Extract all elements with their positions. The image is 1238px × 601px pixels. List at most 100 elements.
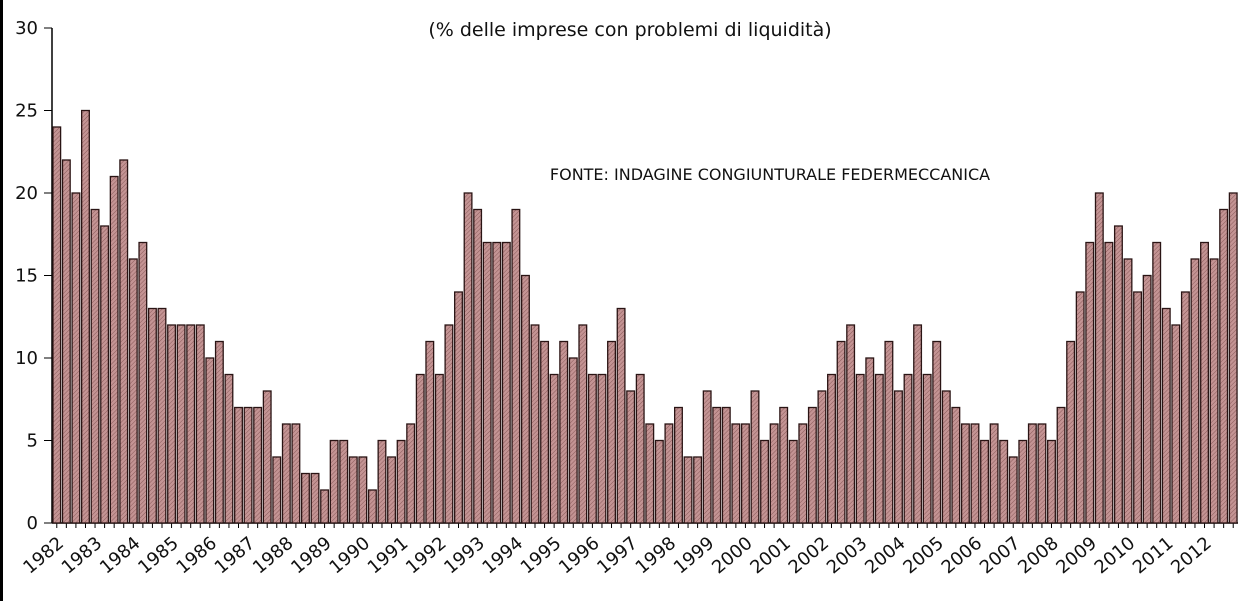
bar [176,324,186,524]
bar [109,175,119,524]
bar [1047,439,1056,524]
bar [769,423,779,524]
bar [482,241,492,524]
y-tick-label: 0 [27,513,38,534]
bar [607,340,616,524]
bar [779,406,789,524]
x-tick-label: 1998 [632,533,681,579]
bar [501,241,511,524]
y-tick-label: 30 [15,18,38,39]
bar [1133,291,1143,524]
x-tick-label: 2008 [1014,533,1063,579]
bar [329,439,339,524]
bar [1085,241,1095,524]
bar [406,423,416,524]
y-tick-label: 25 [15,101,38,122]
x-tick-label: 1992 [402,533,451,579]
bar [807,406,817,524]
bar [980,439,990,524]
bar [626,390,636,524]
bar [52,126,62,524]
bar [1209,258,1219,524]
bar [922,373,932,524]
bar [559,340,569,524]
bar [214,340,224,524]
bar [1066,340,1076,524]
y-tick-label: 15 [15,266,38,287]
bar [760,439,770,524]
x-tick-label: 1990 [325,533,374,579]
bar [1018,439,1028,524]
bar [243,406,253,524]
x-tick-label: 2007 [976,533,1025,579]
bar [444,324,454,524]
bar [1027,423,1037,524]
x-tick-label: 1986 [172,533,221,579]
bar [234,406,243,524]
bar [320,489,330,524]
bar [893,390,903,524]
bar [970,423,980,524]
bar [300,472,310,524]
bar [253,406,263,524]
bar [1142,274,1152,524]
bar [587,373,597,524]
bar [195,324,205,524]
bar [339,439,349,524]
annotation: FONTE: INDAGINE CONGIUNTURALE FEDERMECCA… [550,165,990,184]
bar [654,439,664,524]
x-tick-label: 1989 [287,533,336,579]
bar [377,439,387,524]
bar [81,109,90,524]
bar [932,340,942,524]
bar [463,192,473,524]
bar [750,390,760,524]
bar [205,357,215,524]
bar [616,307,626,524]
bar [674,406,683,524]
bar [960,423,970,524]
bar [348,456,358,524]
bar [683,456,693,524]
bar [1219,208,1229,524]
x-tick-label: 1991 [364,533,413,579]
bar [1180,291,1190,524]
x-tick-label: 1995 [517,533,566,579]
bar [597,373,607,524]
y-tick-label: 5 [27,431,38,452]
bar [224,373,234,524]
bar [721,406,731,524]
x-tick-label: 1982 [19,533,68,579]
bar [434,373,444,524]
bar [425,340,435,524]
bar [1037,423,1047,524]
bar [578,324,588,524]
x-tick-label: 2005 [899,533,948,579]
bar [664,423,674,524]
x-tick-label: 2000 [708,533,757,579]
bar [903,373,913,524]
chart-title: (% delle imprese con problemi di liquidi… [428,19,831,41]
x-tick-label: 1993 [440,533,489,579]
bar [272,456,282,524]
bar [645,423,655,524]
bar [367,489,377,524]
bar [415,373,425,524]
bar [702,390,712,524]
bar [827,373,836,524]
bar [731,423,741,524]
bar [865,357,875,524]
y-tick-label: 20 [15,183,38,204]
bar [568,357,578,524]
bar [281,423,291,524]
x-tick-label: 2010 [1091,533,1140,579]
x-tick-label: 1996 [555,533,604,579]
bar [1123,258,1133,524]
bar [1228,192,1238,524]
bar [138,241,148,524]
bar [1113,225,1123,524]
x-tick-label: 2011 [1129,533,1178,579]
bar [884,340,894,524]
bar [1161,307,1171,524]
x-tick-label: 1999 [670,533,719,579]
